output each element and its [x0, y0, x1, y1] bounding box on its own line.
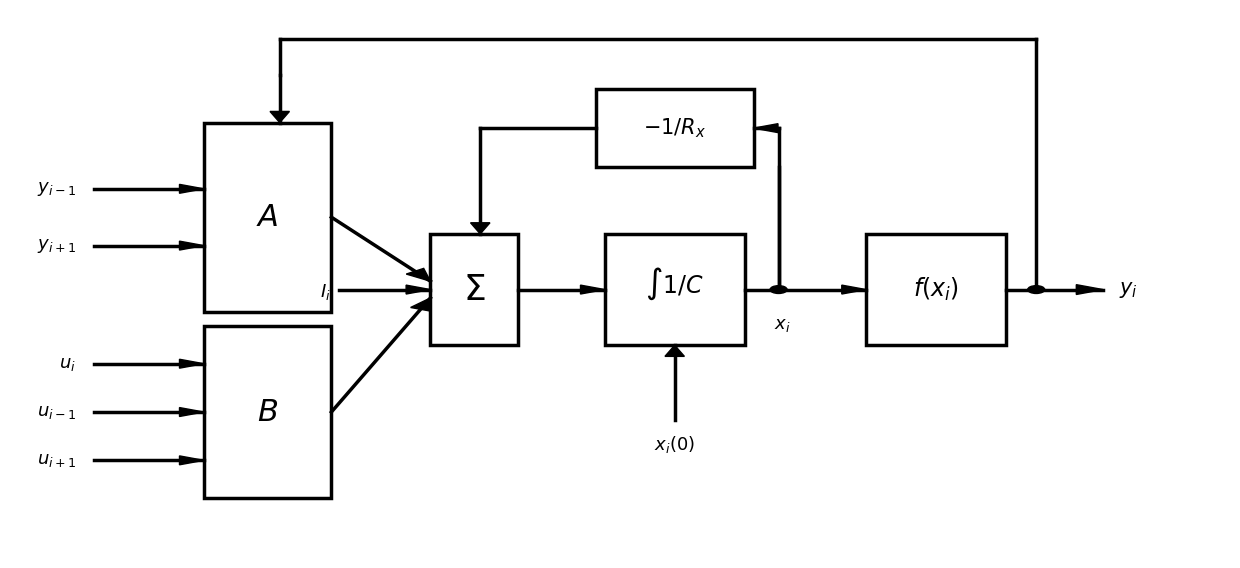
Bar	[866, 234, 1006, 345]
Bar	[605, 234, 744, 345]
Polygon shape	[407, 269, 430, 281]
Text: $u_i$: $u_i$	[60, 354, 76, 373]
Polygon shape	[754, 124, 777, 132]
Polygon shape	[270, 111, 289, 123]
Bar	[595, 89, 754, 167]
Polygon shape	[1076, 285, 1104, 294]
Polygon shape	[180, 408, 203, 416]
Bar	[203, 123, 331, 312]
Polygon shape	[180, 456, 203, 465]
Polygon shape	[580, 285, 605, 294]
Text: $I_i$: $I_i$	[320, 282, 331, 302]
Text: $f(x_i)$: $f(x_i)$	[913, 276, 959, 303]
Polygon shape	[180, 185, 203, 193]
Text: $-1/ R_x$: $-1/ R_x$	[644, 116, 707, 140]
Polygon shape	[180, 359, 203, 368]
Text: $\int 1/C$: $\int 1/C$	[645, 266, 704, 302]
Polygon shape	[410, 298, 430, 311]
Text: $u_{i-1}$: $u_{i-1}$	[37, 403, 76, 421]
Text: $y_i$: $y_i$	[1118, 279, 1138, 299]
Polygon shape	[180, 241, 203, 250]
Text: $\Sigma$: $\Sigma$	[463, 273, 485, 307]
Circle shape	[1028, 286, 1045, 294]
Polygon shape	[842, 285, 866, 294]
Text: $u_{i+1}$: $u_{i+1}$	[37, 452, 76, 469]
Text: $\boldsymbol{\mathit{A}}$: $\boldsymbol{\mathit{A}}$	[257, 203, 279, 232]
Text: $x_i$: $x_i$	[774, 316, 791, 335]
Polygon shape	[470, 223, 490, 234]
Polygon shape	[665, 345, 684, 356]
Bar	[430, 234, 518, 345]
Text: $y_{i-1}$: $y_{i-1}$	[37, 180, 76, 198]
Text: $y_{i+1}$: $y_{i+1}$	[37, 237, 76, 254]
Text: $\boldsymbol{\mathit{B}}$: $\boldsymbol{\mathit{B}}$	[257, 398, 278, 427]
Bar	[203, 325, 331, 498]
Polygon shape	[407, 285, 430, 294]
Circle shape	[770, 286, 787, 294]
Text: $x_i(0)$: $x_i(0)$	[655, 435, 696, 456]
